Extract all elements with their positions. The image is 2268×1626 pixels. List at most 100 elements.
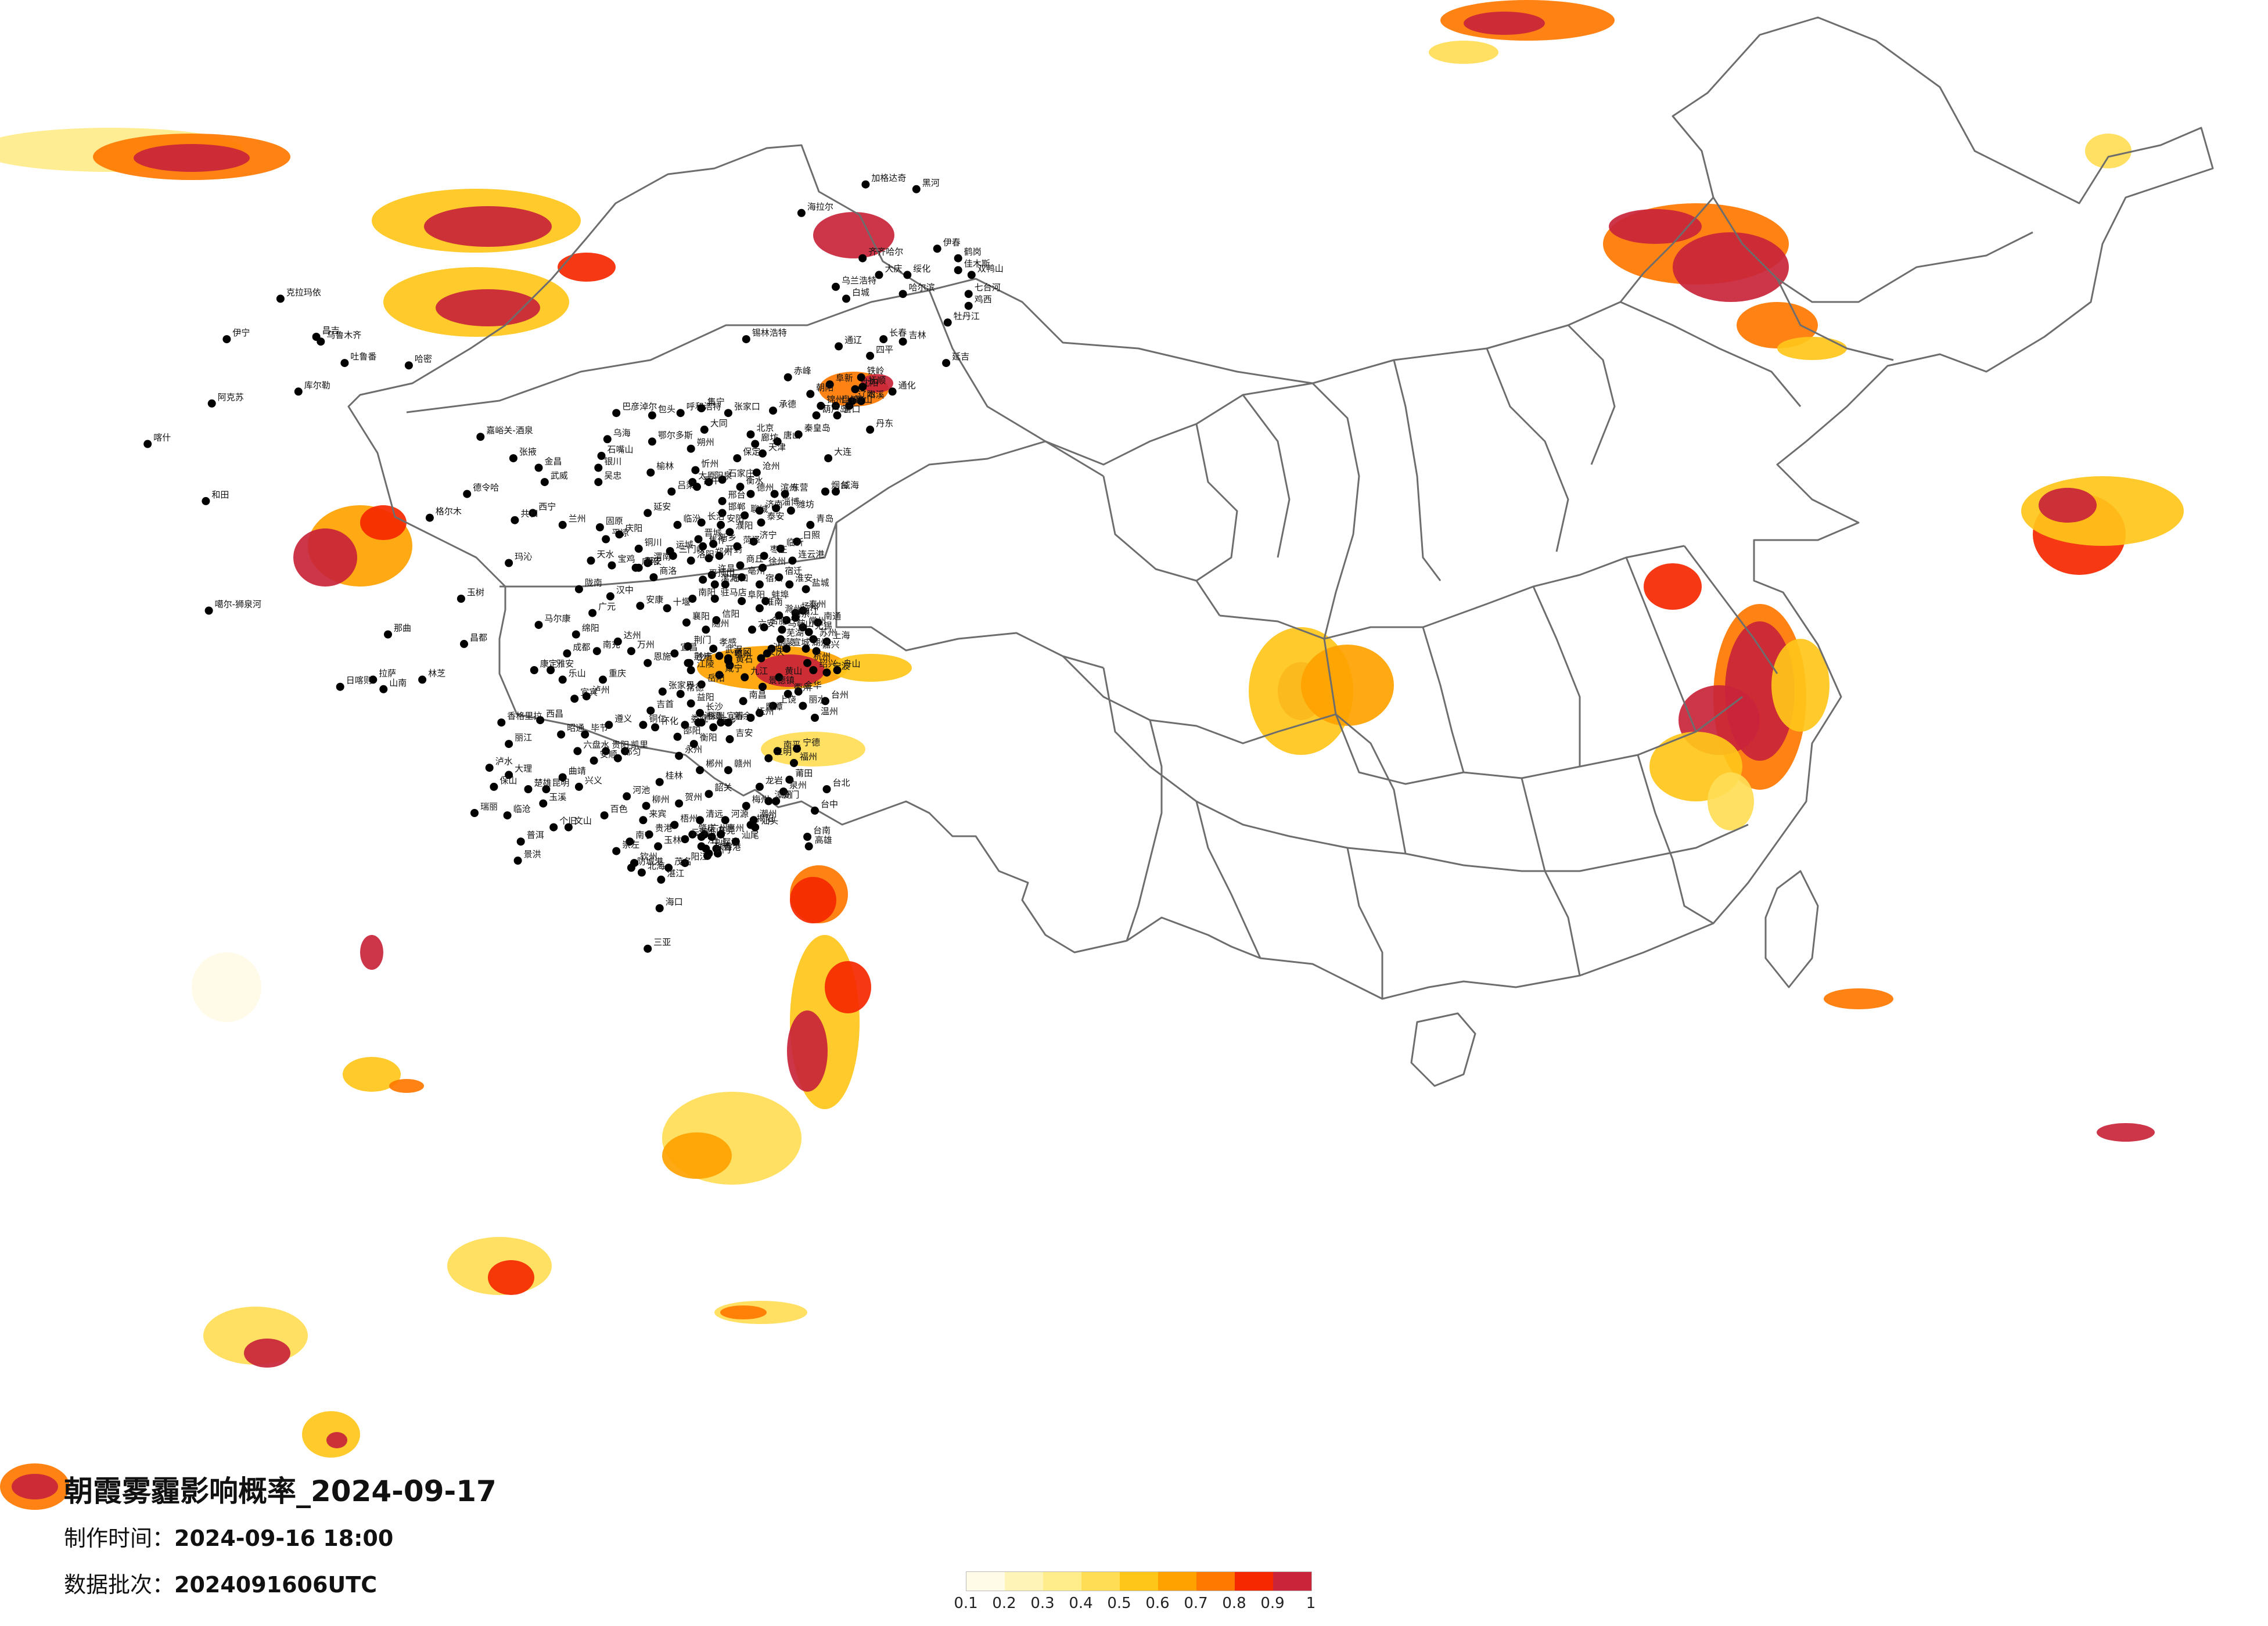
city-marker: 永州	[675, 744, 702, 760]
city-marker: 保山	[490, 775, 517, 791]
city-label: 丽江	[515, 732, 532, 743]
city-dot	[721, 580, 729, 589]
city-marker: 衡阳	[689, 732, 717, 749]
city-label: 丽水	[808, 695, 826, 705]
province-boundary	[499, 440, 1104, 588]
city-marker: 百色	[600, 804, 628, 820]
city-label: 石家庄	[728, 468, 754, 479]
city-marker: 吉安	[725, 728, 753, 743]
city-label: 衡水	[746, 475, 764, 485]
city-label: 潮州	[760, 808, 777, 819]
city-marker: 茂名	[664, 856, 692, 872]
city-marker: 邢台	[718, 490, 746, 505]
city-marker: 厦门	[772, 790, 799, 805]
legend-swatch-2	[1005, 1572, 1043, 1591]
city-dot	[654, 842, 663, 851]
city-dot	[749, 537, 758, 546]
city-dot	[783, 690, 792, 698]
city-label: 高雄	[815, 834, 832, 845]
city-label: 广州	[710, 823, 728, 833]
city-dot	[557, 730, 566, 739]
city-marker: 湛江	[657, 868, 684, 884]
city-dot	[574, 782, 583, 791]
city-label: 南通	[824, 611, 841, 621]
city-label: 枣庄	[770, 544, 788, 555]
city-label: 台北	[833, 778, 850, 788]
city-label: 安康	[646, 594, 663, 605]
city-dot	[564, 823, 573, 832]
city-label: 白城	[852, 287, 869, 297]
city-marker: 朝阳	[806, 382, 833, 398]
city-dot	[485, 764, 494, 772]
city-label: 赤峰	[794, 366, 811, 376]
city-marker: 肇庆	[688, 823, 716, 839]
city-marker: 加格达奇	[861, 173, 906, 189]
probability-patch	[1708, 772, 1754, 830]
city-dot	[505, 771, 513, 779]
city-marker: 武威	[540, 470, 568, 487]
city-label: 昌都	[470, 632, 487, 643]
city-dot	[721, 816, 729, 825]
city-dot	[724, 409, 732, 418]
city-marker: 乌鲁木齐	[317, 330, 361, 346]
city-marker: 陇南	[574, 578, 602, 593]
city-label: 武汉	[725, 644, 743, 654]
city-dot	[664, 864, 673, 872]
city-label: 吉林	[909, 330, 926, 340]
city-marker: 临沧	[503, 804, 531, 820]
city-marker: 昌都	[460, 632, 487, 648]
city-marker: 咸阳	[631, 556, 659, 572]
city-marker: 本溪	[857, 390, 885, 405]
city-marker: 延吉	[942, 351, 969, 368]
city-label: 湛江	[667, 868, 684, 879]
city-label: 十堰	[673, 596, 691, 607]
probability-patch	[2039, 488, 2097, 523]
city-dot	[336, 682, 344, 691]
city-label: 钦州	[640, 851, 657, 862]
city-label: 海拉尔	[807, 202, 833, 212]
province-boundary	[1195, 801, 1261, 959]
city-label: 芜湖	[786, 628, 804, 638]
legend-swatch-1	[966, 1572, 1005, 1591]
city-marker: 天津	[759, 442, 786, 458]
city-dot	[615, 530, 624, 539]
province-boundary	[1683, 545, 1778, 674]
city-label: 广元	[598, 602, 616, 612]
city-marker: 拉萨	[369, 668, 396, 684]
city-label: 乐山	[569, 668, 586, 678]
city-marker: 普洱	[516, 830, 544, 846]
city-dot	[649, 573, 658, 582]
city-marker: 黄山	[775, 665, 802, 682]
city-dot	[857, 373, 865, 382]
city-label: 商洛	[659, 566, 677, 576]
city-dot	[384, 630, 392, 639]
city-label: 长沙	[706, 702, 723, 712]
city-dot	[717, 830, 725, 839]
city-dot	[942, 359, 951, 368]
city-label: 马尔康	[545, 613, 571, 624]
city-label: 大同	[710, 418, 728, 429]
city-marker: 梧州	[670, 814, 698, 829]
city-label: 苏州	[819, 628, 836, 638]
city-marker: 抚顺	[858, 375, 886, 391]
city-dot	[770, 490, 779, 498]
city-label: 西安	[645, 556, 662, 567]
city-label: 中山	[711, 837, 729, 848]
city-marker: 济宁	[749, 530, 777, 546]
city-marker: 怀化	[651, 715, 678, 732]
city-dot	[731, 837, 740, 846]
city-label: 鹤岗	[964, 247, 982, 257]
city-label: 宣城	[792, 637, 810, 647]
city-label: 许昌	[718, 563, 735, 574]
city-label: 合肥	[770, 616, 788, 626]
city-dot	[317, 337, 325, 346]
city-dot	[803, 833, 812, 841]
city-label: 陇南	[585, 578, 602, 588]
city-marker: 来宾	[639, 808, 666, 825]
legend-tick: 0.2	[992, 1595, 1016, 1612]
city-dot	[627, 647, 635, 656]
city-dot	[943, 318, 952, 327]
city-label: 张掖	[519, 447, 537, 457]
city-marker: 萍乡	[709, 715, 736, 732]
city-label: 云浮	[691, 828, 708, 838]
